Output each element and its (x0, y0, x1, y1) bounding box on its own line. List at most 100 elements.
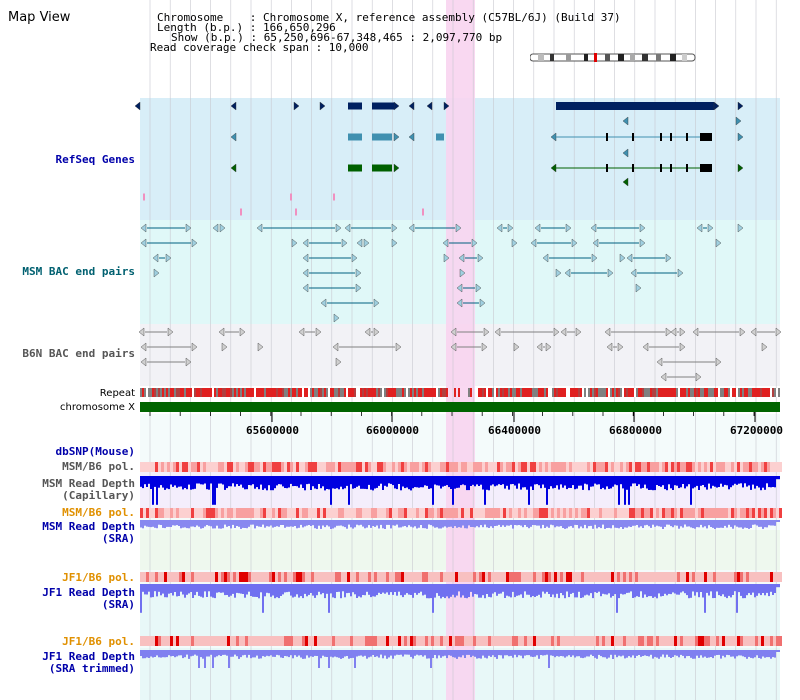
depth-bar (598, 476, 600, 485)
pol-heat-mark (419, 508, 422, 518)
depth-bar (572, 650, 574, 656)
repeat-mark (332, 388, 334, 397)
pol-heat-mark (659, 636, 662, 646)
bac-end (140, 223, 147, 233)
chromosome-ideogram[interactable] (530, 53, 696, 62)
repeat-mark (362, 388, 364, 397)
depth-bar (640, 520, 642, 527)
depth-bar (694, 476, 696, 488)
bac-end (630, 268, 637, 278)
depth-bar (650, 650, 652, 655)
pol-heat-mark (290, 508, 293, 518)
depth-bar (466, 476, 468, 491)
track-label-jf1-pol-1[interactable]: JF1/B6 pol. (62, 571, 135, 584)
pol-heat-mark (620, 462, 623, 472)
highlight-region[interactable] (446, 0, 475, 700)
pol-heat-mark (596, 462, 599, 472)
depth-bar (454, 584, 456, 598)
pol-heat-mark (455, 462, 458, 472)
track-label-jf1-depth-sra[interactable]: JF1 Read Depth (42, 586, 135, 599)
depth-bar (360, 584, 362, 598)
pol-heat-mark (482, 462, 485, 472)
track-label-jf1-pol-2[interactable]: JF1/B6 pol. (62, 635, 135, 648)
pol-heat-mark (746, 508, 749, 518)
pol-heat-mark (200, 508, 203, 518)
depth-bar (478, 650, 480, 659)
repeat-mark (646, 388, 648, 397)
depth-bar (486, 584, 488, 594)
depth-bar (524, 520, 526, 525)
depth-bar (172, 650, 174, 656)
depth-bar (718, 476, 720, 487)
exon-mark (660, 164, 662, 172)
depth-bar (288, 520, 290, 527)
bac-end (639, 238, 646, 248)
depth-bar (382, 584, 384, 593)
depth-bar (594, 584, 596, 593)
pol-heat-mark (449, 462, 452, 472)
pol-heat-mark (173, 636, 176, 646)
depth-bar (386, 650, 388, 659)
depth-bar (654, 476, 656, 491)
pol-heat-mark (251, 572, 254, 582)
pol-heat-mark (281, 462, 284, 472)
depth-bar (732, 584, 734, 595)
depth-bar (260, 476, 262, 485)
track-label-chromosome[interactable]: chromosome X (60, 402, 135, 413)
track-label-msm-depth-sra[interactable]: MSM Read Depth (42, 520, 135, 533)
depth-bar (774, 520, 776, 526)
depth-bar (734, 476, 736, 484)
depth-bar (164, 476, 166, 490)
depth-bar (430, 520, 432, 526)
repeat-mark (222, 388, 224, 397)
pol-heat-mark (170, 636, 173, 646)
depth-bar (456, 650, 458, 659)
track-label-dbsnp[interactable]: dbSNP(Mouse) (55, 445, 135, 458)
pol-heat-mark (545, 572, 548, 582)
track-label-msm-bac[interactable]: MSM BAC end pairs (22, 265, 135, 278)
depth-bar (714, 584, 716, 598)
pol-heat-mark (524, 508, 527, 518)
repeat-mark (374, 388, 376, 397)
depth-bar (498, 476, 500, 485)
track-label-msm-pol-2[interactable]: MSM/B6 pol. (62, 506, 135, 519)
pol-heat-mark (227, 508, 230, 518)
depth-bar (564, 520, 566, 529)
depth-bar (532, 476, 534, 490)
pol-heat-mark (422, 572, 425, 582)
track-label-jf1-depth-trim[interactable]: JF1 Read Depth (42, 650, 135, 663)
pol-heat-mark (497, 462, 500, 472)
depth-bar (768, 650, 770, 658)
bac-end (167, 327, 174, 337)
depth-bar (514, 650, 516, 655)
track-label-repeat[interactable]: Repeat (99, 388, 135, 399)
repeat-mark (400, 388, 402, 397)
pol-heat-mark (479, 636, 482, 646)
depth-bar (358, 584, 360, 597)
depth-bar (182, 650, 184, 659)
repeat-mark (504, 388, 506, 397)
track-label-msm-depth-cap[interactable]: MSM Read Depth (42, 477, 135, 490)
pol-heat-mark (506, 462, 509, 472)
depth-bar (162, 584, 164, 594)
track-label-msm-pol-1[interactable]: MSM/B6 pol. (62, 460, 135, 473)
repeat-mark (184, 388, 186, 397)
depth-bar (488, 520, 490, 528)
depth-bar (754, 476, 756, 489)
pol-heat-mark (683, 508, 686, 518)
depth-bar (604, 476, 606, 490)
depth-bar (460, 650, 462, 658)
track-label-b6n-bac[interactable]: B6N BAC end pairs (22, 347, 135, 360)
pol-heat-mark (437, 508, 440, 518)
repeat-mark (676, 388, 678, 397)
track-label-refseq[interactable]: RefSeq Genes (55, 153, 135, 166)
repeat-mark (212, 388, 214, 397)
bac-end (679, 342, 686, 352)
depth-bar (728, 650, 730, 656)
depth-bar (238, 520, 240, 527)
repeat-mark (578, 388, 580, 397)
pol-heat-mark (587, 636, 590, 646)
pol-heat-mark (167, 572, 170, 582)
pol-heat-mark (650, 508, 653, 518)
